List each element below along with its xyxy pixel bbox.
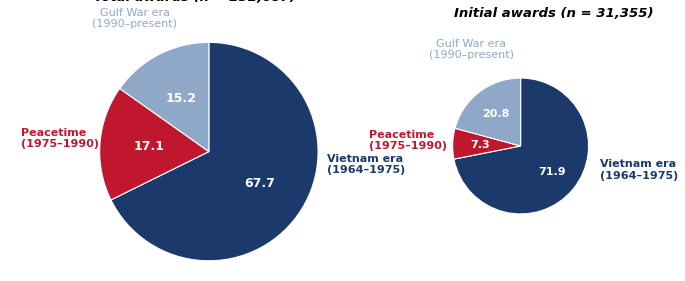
- Text: Gulf War era
(1990–present): Gulf War era (1990–present): [429, 39, 514, 60]
- Wedge shape: [111, 42, 318, 261]
- Title: Total awards (n = 232,687): Total awards (n = 232,687): [95, 0, 296, 4]
- Title: Initial awards (n = 31,355): Initial awards (n = 31,355): [453, 7, 653, 20]
- Text: 15.2: 15.2: [166, 92, 197, 105]
- Wedge shape: [454, 78, 588, 214]
- Text: Vietnam era
(1964–1975): Vietnam era (1964–1975): [599, 159, 677, 181]
- Text: Peacetime
(1975–1990): Peacetime (1975–1990): [21, 128, 99, 149]
- Text: Peacetime
(1975–1990): Peacetime (1975–1990): [369, 130, 447, 151]
- Text: Gulf War era
(1990–present): Gulf War era (1990–present): [92, 8, 177, 29]
- Text: 20.8: 20.8: [482, 109, 510, 119]
- Text: 17.1: 17.1: [134, 140, 164, 153]
- Text: 7.3: 7.3: [471, 140, 490, 149]
- Wedge shape: [120, 42, 209, 151]
- Text: 67.7: 67.7: [245, 177, 275, 190]
- Text: Vietnam era
(1964–1975): Vietnam era (1964–1975): [327, 154, 405, 175]
- Text: 71.9: 71.9: [538, 167, 566, 177]
- Wedge shape: [100, 89, 209, 200]
- Wedge shape: [453, 128, 521, 159]
- Wedge shape: [455, 78, 521, 146]
